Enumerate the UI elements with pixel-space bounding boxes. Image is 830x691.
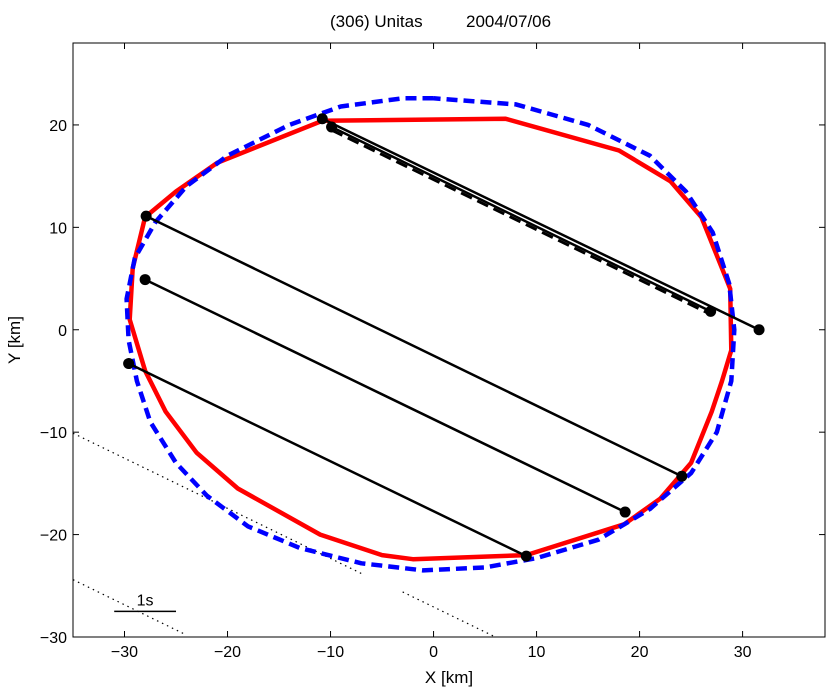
plot-area-frame <box>72 42 826 638</box>
chord-dashed <box>330 128 712 316</box>
chart-date: 2004/07/06 <box>466 12 551 31</box>
x-tick-label: 10 <box>528 644 546 661</box>
scale-bar-label: 1s <box>137 592 154 609</box>
chord-endpoint <box>316 113 328 125</box>
chord-endpoint <box>753 324 765 336</box>
x-tick-label: 30 <box>734 644 752 661</box>
y-tick-label: −30 <box>40 630 67 647</box>
y-axis-label: Y [km] <box>5 316 24 364</box>
y-tick-label: 10 <box>49 220 67 237</box>
chord-line <box>331 125 712 313</box>
x-axis-label: X [km] <box>425 668 473 687</box>
x-tick-label: −10 <box>317 644 344 661</box>
chord-endpoint <box>676 470 688 482</box>
x-tick-label: −20 <box>214 644 241 661</box>
plot-content <box>73 96 765 637</box>
chord-endpoint <box>140 210 152 222</box>
x-axis-ticks: −30 −20 −10 0 10 20 30 <box>111 43 752 661</box>
model-profile-outline <box>127 116 734 562</box>
y-tick-label: −10 <box>40 425 67 442</box>
chord-line <box>321 117 760 331</box>
chord-endpoint <box>123 358 135 370</box>
chord-line <box>128 362 527 558</box>
dotted-limit-line <box>402 591 496 637</box>
chord-endpoint <box>705 305 717 317</box>
chord-endpoint <box>139 274 151 286</box>
chord-endpoint <box>619 506 631 518</box>
y-tick-label: 0 <box>58 323 67 340</box>
chord-endpoint <box>326 121 338 133</box>
y-tick-label: 20 <box>49 118 67 135</box>
y-tick-label: −20 <box>40 528 67 545</box>
x-tick-label: 20 <box>631 644 649 661</box>
chart-title: (306) Unitas <box>330 12 423 31</box>
fitted-ellipse-outline <box>124 96 737 573</box>
x-tick-label: 0 <box>429 644 438 661</box>
x-tick-label: −30 <box>111 644 138 661</box>
chord-endpoint <box>520 550 532 562</box>
chord-line <box>144 278 626 514</box>
y-axis-ticks: −30 −20 −10 0 10 20 <box>40 118 825 647</box>
chord-line <box>145 214 683 478</box>
dotted-limit-line <box>73 579 187 636</box>
